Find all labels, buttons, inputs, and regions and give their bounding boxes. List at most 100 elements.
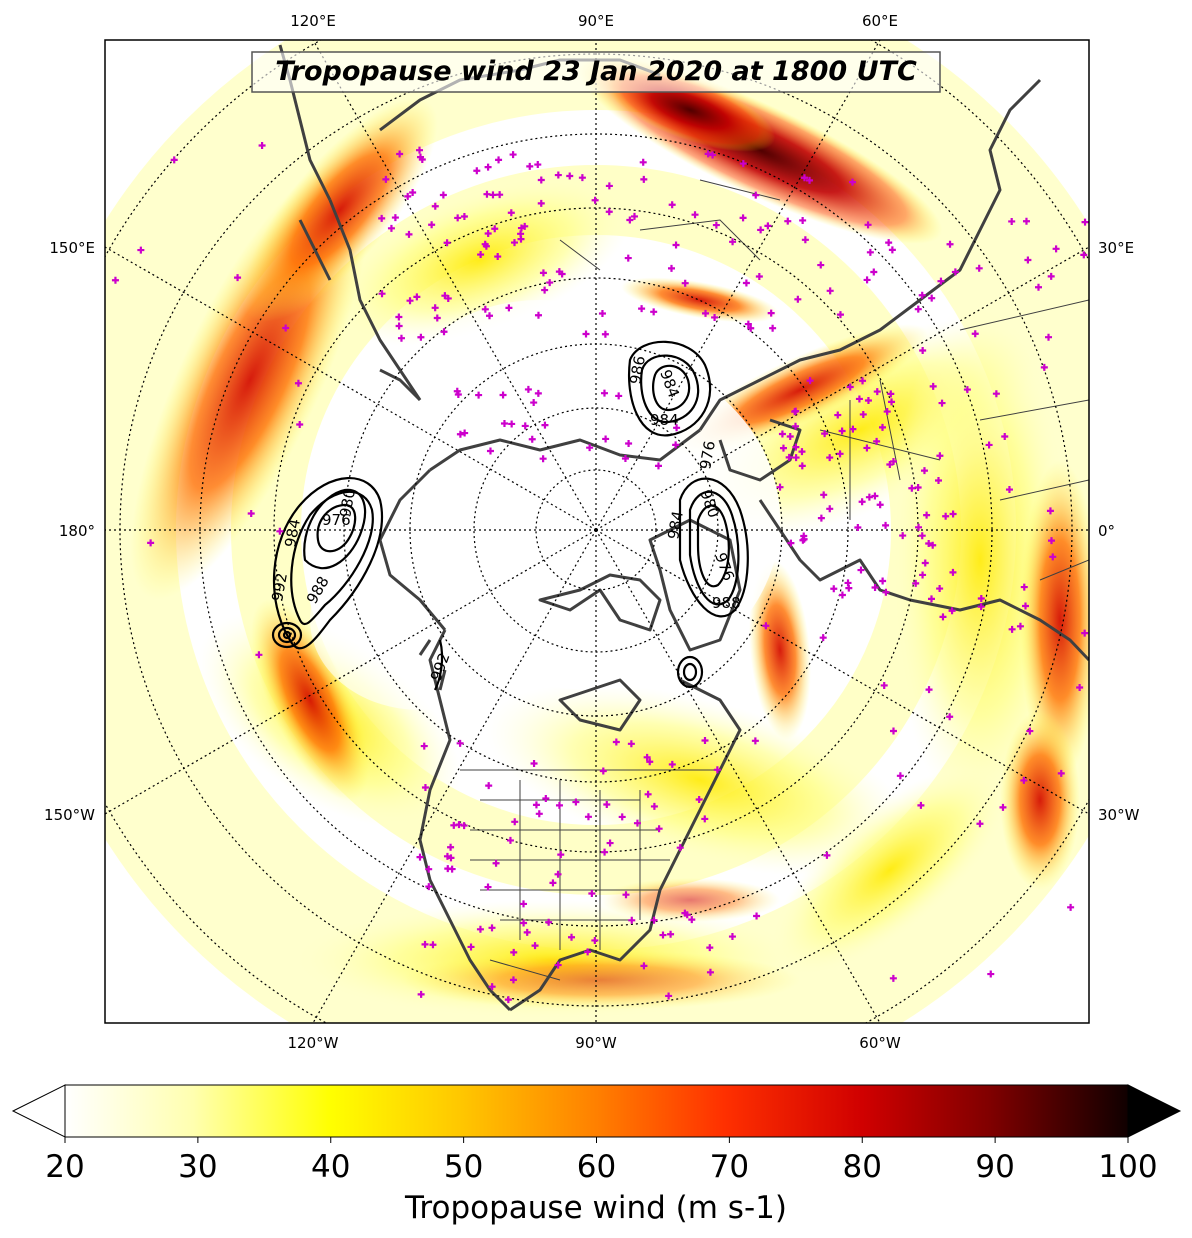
station-marker [975, 264, 983, 272]
station-marker [1046, 507, 1054, 515]
station-marker [425, 865, 433, 873]
station-marker [792, 443, 800, 451]
station-marker [865, 493, 873, 501]
station-marker [951, 268, 959, 276]
station-marker [1040, 363, 1048, 371]
station-marker [428, 221, 436, 229]
contour-label: 992 [268, 571, 291, 602]
station-marker [534, 161, 542, 169]
station-marker [949, 510, 957, 518]
station-marker [826, 454, 834, 462]
station-marker [778, 430, 786, 438]
station-marker [747, 324, 755, 332]
station-marker [920, 467, 928, 475]
longitude-labels: 120°E 90°E 60°E 150°E 180° 150°W 30°E 0°… [44, 12, 1140, 1052]
lon-label-right: 30°E [1098, 239, 1134, 257]
colorbar-extend-min [11, 1084, 66, 1138]
station-marker [429, 941, 437, 949]
station-marker [987, 970, 995, 978]
station-marker [925, 686, 933, 694]
station-marker [624, 254, 632, 262]
station-marker [460, 213, 468, 221]
station-marker [706, 944, 714, 952]
station-marker [912, 579, 920, 587]
station-marker [665, 992, 673, 1000]
lon-label-top: 60°E [862, 12, 898, 30]
lon-label-bottom: 120°W [288, 1034, 339, 1052]
station-marker [985, 441, 993, 449]
station-marker [1052, 245, 1060, 253]
station-marker [870, 268, 878, 276]
station-marker [510, 948, 518, 956]
station-marker [618, 813, 626, 821]
station-marker [537, 199, 545, 207]
station-marker [524, 385, 532, 393]
station-marker [1048, 537, 1055, 545]
contour-label: 984 [281, 517, 304, 548]
station-marker [706, 968, 714, 976]
colorbar-tick-label: 100 [1098, 1149, 1157, 1185]
station-marker [806, 377, 814, 385]
station-marker [948, 607, 956, 615]
station-marker [615, 392, 623, 400]
station-marker [880, 681, 888, 689]
station-marker [799, 216, 807, 224]
station-marker [255, 651, 263, 659]
lon-label-right: 0° [1098, 522, 1115, 540]
colorbar: 20 30 40 50 60 70 80 90 100 Tropopause wind (m s… [11, 1084, 1182, 1226]
station-marker [296, 420, 304, 428]
map-border [104, 39, 1090, 1024]
station-marker [753, 912, 761, 920]
lon-label-bottom: 90°W [575, 1034, 617, 1052]
station-marker [646, 758, 654, 766]
station-marker [844, 579, 852, 587]
station-marker [488, 924, 496, 932]
station-marker [836, 450, 844, 458]
station-marker [923, 511, 931, 519]
station-marker [247, 509, 255, 517]
station-marker [786, 432, 794, 440]
colorbar-tick-label: 50 [444, 1149, 483, 1185]
station-marker [751, 737, 759, 745]
station-marker [640, 962, 648, 970]
station-marker [447, 843, 455, 851]
station-marker [484, 163, 492, 171]
station-markers [111, 142, 1089, 1004]
station-marker [668, 201, 676, 209]
title-box: Tropopause wind 23 Jan 2020 at 1800 UTC [251, 51, 941, 93]
station-marker [447, 854, 455, 862]
station-marker [605, 182, 613, 190]
map-title: Tropopause wind 23 Jan 2020 at 1800 UTC [275, 56, 917, 87]
station-marker [691, 211, 699, 219]
station-marker [866, 248, 874, 256]
colorbar-tick-label: 20 [45, 1149, 84, 1185]
station-marker [378, 290, 386, 298]
station-marker [492, 859, 500, 867]
station-marker [591, 196, 599, 204]
station-marker [486, 312, 494, 320]
station-marker [769, 324, 777, 332]
station-marker [554, 870, 562, 878]
station-marker [999, 803, 1007, 811]
colorbar-tick-label: 80 [843, 1149, 882, 1185]
station-marker [889, 727, 897, 735]
station-marker [655, 825, 663, 833]
station-marker [785, 453, 793, 461]
colorbar-tick-label: 40 [311, 1149, 350, 1185]
station-marker [588, 889, 596, 897]
station-marker [800, 174, 808, 182]
station-marker [506, 836, 514, 844]
station-marker [557, 851, 565, 859]
station-marker [701, 815, 709, 823]
station-marker [491, 225, 499, 233]
station-marker [396, 150, 404, 158]
station-marker [282, 324, 290, 332]
station-marker [992, 390, 1000, 398]
station-marker [939, 613, 947, 621]
station-marker [882, 588, 890, 596]
station-marker [946, 713, 954, 721]
station-marker [676, 844, 684, 852]
station-marker [921, 559, 929, 567]
station-marker [486, 447, 494, 455]
station-marker [397, 334, 405, 342]
